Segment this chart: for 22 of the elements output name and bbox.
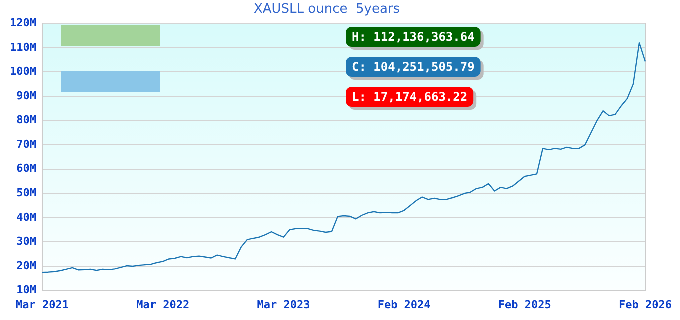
x-tick-label: Mar 2022 — [136, 298, 190, 312]
y-tick-label: 40M — [16, 210, 37, 224]
chart-title: XAUSLL ounce 5years — [254, 2, 400, 18]
y-tick-label: 30M — [16, 235, 37, 248]
x-tick-label: Mar 2021 — [16, 298, 70, 312]
y-tick-label: 10M — [16, 284, 37, 297]
annotation: L: 17,174,663.22 — [352, 90, 468, 104]
annotation: H: 112,136,363.64 — [352, 30, 475, 44]
y-tick-label: 80M — [16, 114, 37, 127]
y-tick-label: 60M — [16, 162, 37, 176]
x-tick-label: Feb 2024 — [378, 298, 432, 312]
y-tick-label: 100M — [10, 65, 37, 78]
x-tick-label: Feb 2025 — [498, 298, 552, 312]
y-tick-label: 20M — [16, 259, 37, 272]
x-tick-label: Mar 2023 — [257, 298, 310, 312]
y-tick-label: 120M — [10, 16, 37, 30]
y-tick-label: 110M — [10, 40, 37, 54]
y-tick-label: 90M — [16, 89, 37, 102]
y-tick-label: 70M — [16, 138, 37, 151]
y-tick-label: 50M — [16, 186, 37, 200]
annotation: C: 104,251,505.79 — [352, 60, 475, 74]
x-tick-label: Feb 2026 — [619, 298, 672, 312]
